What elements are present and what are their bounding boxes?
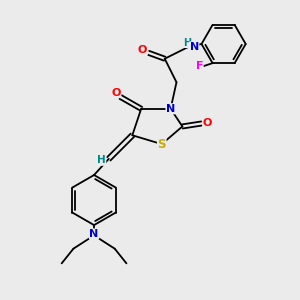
Text: H: H (183, 38, 191, 47)
Text: N: N (89, 229, 99, 239)
Text: O: O (203, 118, 212, 128)
Text: F: F (196, 61, 203, 71)
Text: O: O (112, 88, 121, 98)
Text: O: O (138, 45, 147, 55)
Text: H: H (97, 155, 106, 165)
Text: S: S (158, 138, 166, 151)
Text: N: N (166, 104, 175, 114)
Text: N: N (190, 42, 199, 52)
